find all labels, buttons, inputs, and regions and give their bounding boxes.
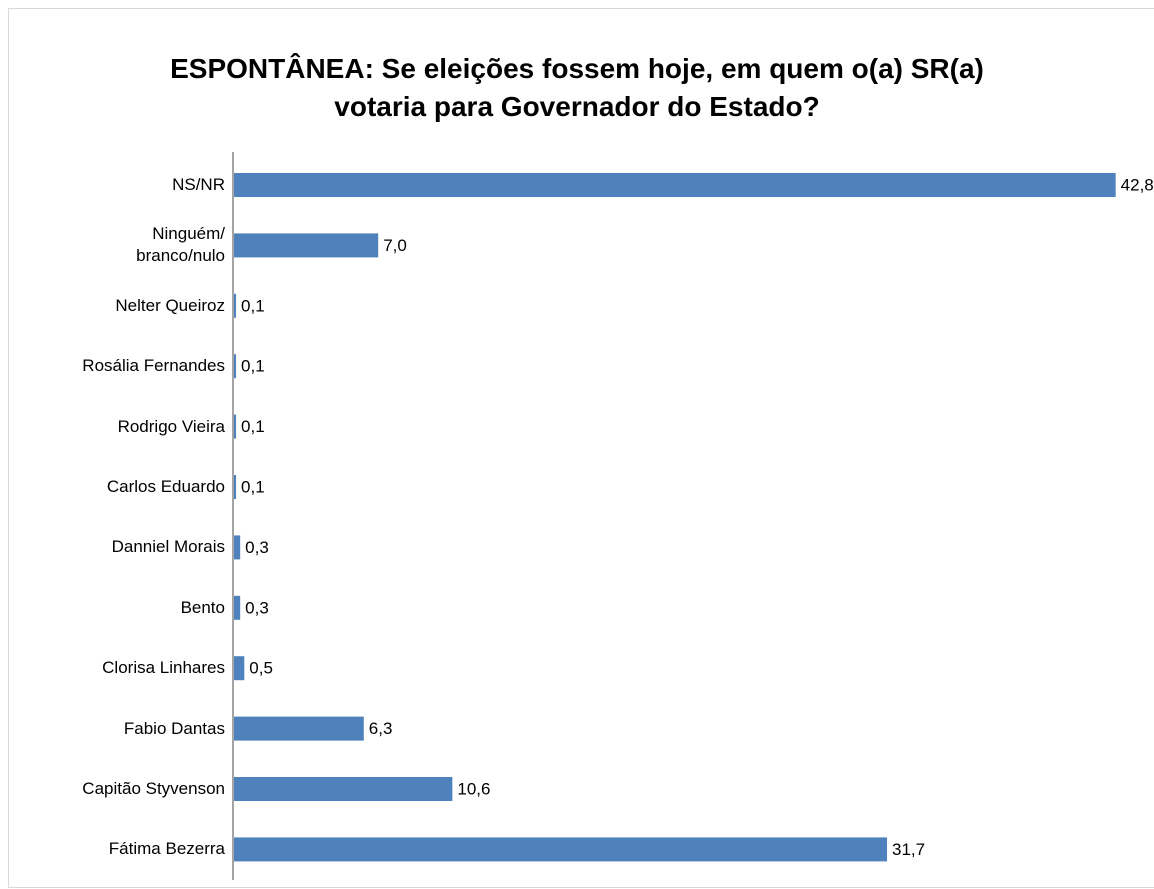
bar — [234, 595, 241, 620]
value-label: 0,3 — [245, 538, 269, 557]
value-label: 0,1 — [241, 357, 265, 376]
bar — [234, 535, 241, 560]
bar — [234, 173, 1116, 197]
value-label: 6,3 — [369, 719, 393, 738]
value-label: 31,7 — [892, 840, 925, 859]
category-label: Nelter Queiroz — [115, 295, 225, 315]
category-label: Fátima Bezerra — [108, 839, 225, 859]
bar — [234, 716, 364, 741]
value-label: 42,8 — [1121, 175, 1154, 194]
value-label: 0,1 — [241, 417, 265, 436]
bar — [234, 354, 237, 379]
bar — [234, 233, 379, 258]
value-label: 10,6 — [457, 779, 490, 798]
bar — [234, 837, 888, 862]
category-label: Ninguém/ branco/nulo — [136, 224, 225, 266]
category-label: Rosália Fernandes — [82, 356, 225, 376]
bar — [234, 293, 237, 318]
category-label: NS/NR — [172, 175, 225, 194]
bar — [234, 414, 237, 439]
chart-title: ESPONTÂNEA: Se eleições fossem hoje, em … — [170, 53, 984, 122]
category-label: Capitão Styvenson — [82, 779, 225, 798]
value-label: 0,5 — [249, 659, 273, 678]
value-label: 0,3 — [245, 598, 269, 617]
bar — [234, 777, 453, 801]
category-label: Rodrigo Vieira — [117, 416, 225, 436]
category-label: Bento — [180, 597, 225, 617]
chart-frame — [8, 8, 1154, 888]
value-label: 0,1 — [241, 477, 265, 496]
category-label: Carlos Eduardo — [106, 477, 225, 496]
bar — [234, 475, 237, 499]
value-label: 0,1 — [241, 296, 265, 315]
category-label: Danniel Morais — [111, 537, 225, 557]
value-label: 7,0 — [383, 236, 407, 255]
category-label: Clorisa Linhares — [102, 658, 225, 678]
category-label: Fabio Dantas — [123, 718, 225, 738]
bar — [234, 656, 245, 681]
